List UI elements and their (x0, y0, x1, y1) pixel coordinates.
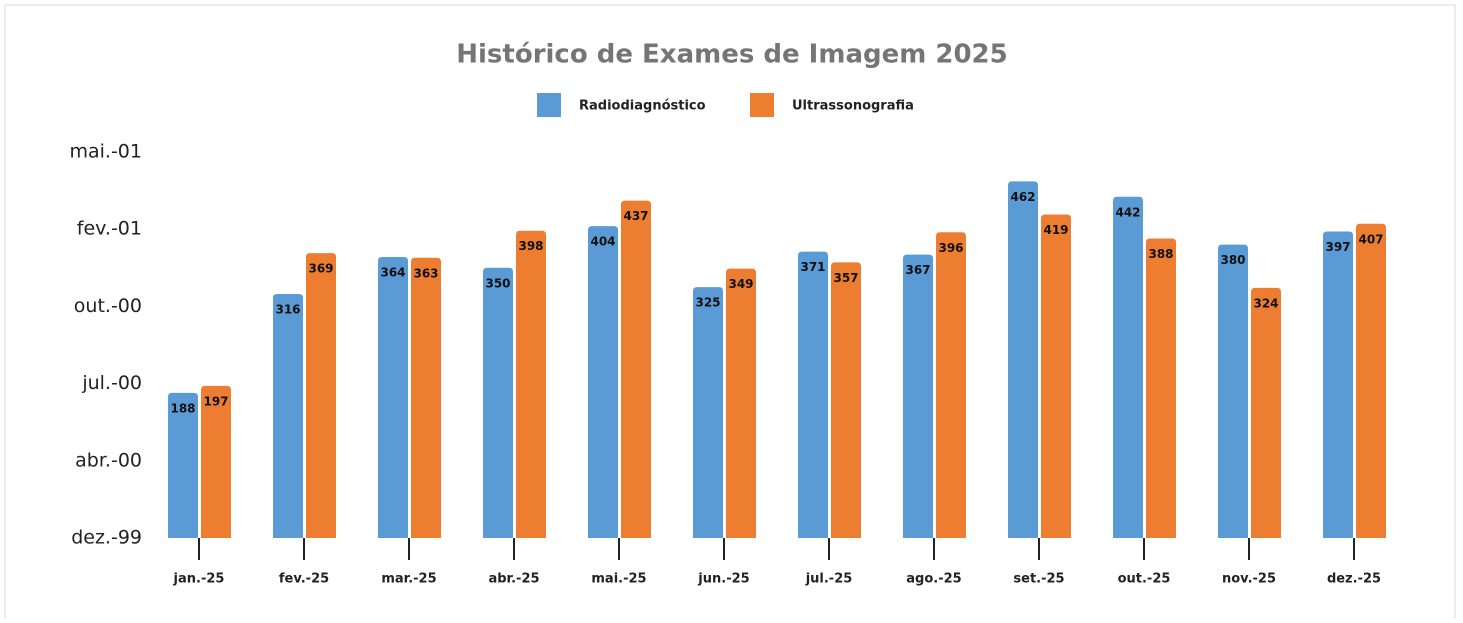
bar (831, 262, 861, 538)
legend-label: Radiodiagnóstico (579, 99, 706, 114)
x-tick-label: ago.-25 (906, 572, 961, 587)
chart-title: Histórico de Exames de Imagem 2025 (456, 40, 1007, 70)
data-label: 324 (1253, 296, 1278, 310)
bar (273, 294, 303, 538)
bar (1356, 223, 1386, 538)
y-tick-label: abr.-00 (75, 449, 142, 471)
y-tick-label: jul.-00 (81, 372, 142, 394)
bar (936, 232, 966, 538)
y-tick-label: out.-00 (74, 295, 142, 317)
bar (798, 251, 828, 538)
x-tick-label: jun.-25 (697, 572, 749, 587)
legend-swatch (750, 93, 774, 117)
data-label: 349 (728, 277, 753, 291)
data-label: 462 (1010, 190, 1035, 204)
bar (693, 287, 723, 538)
data-label: 388 (1148, 247, 1173, 261)
data-label: 188 (170, 401, 195, 415)
data-label: 363 (413, 266, 438, 280)
bar (411, 257, 441, 538)
legend-swatch (537, 93, 561, 117)
x-tick-label: dez.-25 (1327, 572, 1381, 587)
data-label: 380 (1220, 253, 1245, 267)
data-label: 419 (1043, 223, 1068, 237)
data-label: 398 (518, 239, 543, 253)
data-label: 316 (275, 303, 300, 317)
bar (1251, 287, 1281, 538)
data-label: 350 (485, 276, 510, 290)
data-label: 325 (695, 296, 720, 310)
x-tick-label: out.-25 (1118, 572, 1171, 587)
legend-label: Ultrassonografia (792, 99, 914, 114)
bar (306, 253, 336, 538)
x-tick-label: abr.-25 (488, 572, 539, 587)
x-tick-label: jul.-25 (805, 572, 853, 587)
bar (588, 226, 618, 538)
data-label: 404 (590, 235, 615, 249)
data-label: 364 (380, 265, 405, 279)
bar (516, 230, 546, 538)
bar (1146, 238, 1176, 539)
x-tick-label: mai.-25 (591, 572, 646, 587)
bar (1008, 181, 1038, 538)
bar (1323, 231, 1353, 539)
data-label: 197 (203, 394, 228, 408)
data-label: 407 (1358, 232, 1383, 246)
bar (201, 385, 231, 538)
y-tick-label: dez.-99 (71, 527, 142, 549)
data-label: 397 (1325, 240, 1350, 254)
data-label: 367 (905, 263, 930, 277)
x-tick-label: nov.-25 (1222, 572, 1276, 587)
x-tick-label: set.-25 (1013, 572, 1064, 587)
bar (168, 392, 198, 538)
bar (903, 254, 933, 538)
bar (621, 200, 651, 539)
data-label: 442 (1115, 205, 1140, 219)
data-label: 357 (833, 271, 858, 285)
bar (1113, 196, 1143, 538)
x-tick-label: fev.-25 (279, 572, 329, 587)
bar (1041, 214, 1071, 539)
data-label: 369 (308, 262, 333, 276)
data-label: 396 (938, 241, 963, 255)
data-label: 371 (800, 260, 825, 274)
x-tick-label: jan.-25 (173, 572, 225, 587)
data-label: 437 (623, 209, 648, 223)
y-tick-label: mai.-01 (69, 141, 142, 163)
bar (1218, 244, 1248, 538)
bar (378, 256, 408, 538)
bar (483, 267, 513, 538)
y-tick-label: fev.-01 (77, 218, 142, 240)
x-tick-label: mar.-25 (381, 572, 436, 587)
bar (726, 268, 756, 538)
